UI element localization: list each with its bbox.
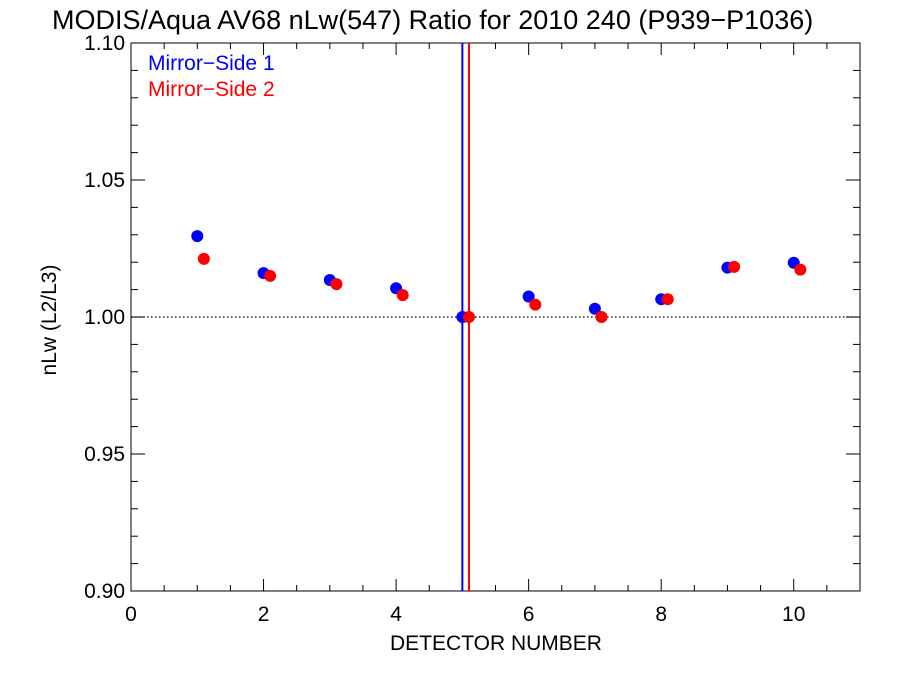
x-tick-label: 6 <box>523 603 535 626</box>
x-tick-label: 2 <box>258 603 270 626</box>
data-point <box>728 260 741 273</box>
data-point <box>264 269 277 282</box>
data-point <box>661 293 674 306</box>
data-point <box>396 289 409 302</box>
y-tick-label: 1.10 <box>84 32 125 55</box>
legend-entry: Mirror−Side 1 <box>148 52 275 75</box>
y-tick-label: 0.90 <box>84 580 125 603</box>
data-point <box>529 298 542 311</box>
legend-entry: Mirror−Side 2 <box>148 78 275 101</box>
plot-area: 0 2 4 6 8 10 0.90 0.95 1.00 1.05 1.10 <box>84 32 861 626</box>
data-point <box>191 230 204 243</box>
y-tick-label: 1.05 <box>84 169 125 192</box>
y-axis-label: nLw (L2/L3) <box>38 265 61 376</box>
y-tick-label: 1.00 <box>84 306 125 329</box>
data-point <box>588 302 601 315</box>
data-point <box>462 311 475 323</box>
data-point <box>595 311 608 323</box>
legend: Mirror−Side 1 Mirror−Side 2 <box>148 52 275 101</box>
y-tick-label: 0.95 <box>84 443 125 466</box>
chart-title: MODIS/Aqua AV68 nLw(547) Ratio for 2010 … <box>52 5 813 35</box>
data-point <box>330 278 343 291</box>
x-tick-label: 8 <box>655 603 667 626</box>
x-axis-label: DETECTOR NUMBER <box>390 632 602 655</box>
data-point <box>522 290 535 303</box>
x-tick-label: 4 <box>390 603 402 626</box>
data-point <box>197 252 210 265</box>
x-tick-label: 10 <box>782 603 805 626</box>
x-tick-label: 0 <box>125 603 137 626</box>
data-point <box>794 263 807 276</box>
